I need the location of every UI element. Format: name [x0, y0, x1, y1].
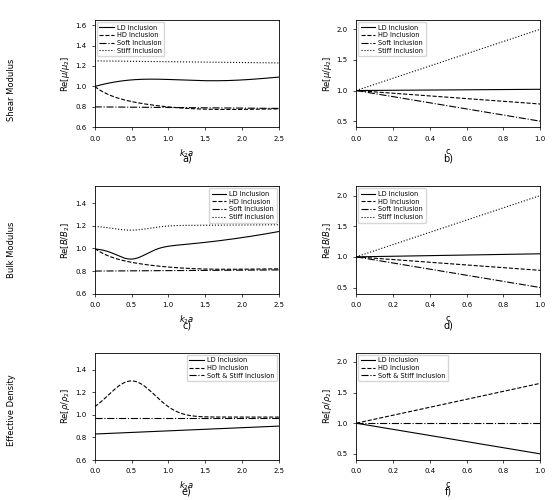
- X-axis label: c: c: [446, 147, 451, 156]
- X-axis label: $k_2 a$: $k_2 a$: [179, 147, 194, 160]
- Text: e): e): [182, 486, 192, 496]
- X-axis label: c: c: [446, 314, 451, 322]
- Text: Effective Density: Effective Density: [7, 374, 16, 446]
- Text: b): b): [443, 154, 453, 164]
- Text: Shear Modulus: Shear Modulus: [7, 59, 16, 121]
- Legend: LD Inclusion, HD Inclusion, Soft Inclusion, Stiff Inclusion: LD Inclusion, HD Inclusion, Soft Inclusi…: [358, 22, 426, 56]
- X-axis label: $k_2 a$: $k_2 a$: [179, 480, 194, 492]
- Y-axis label: Re[$\rho$/$\rho_2$]: Re[$\rho$/$\rho_2$]: [60, 388, 72, 424]
- Text: c): c): [182, 320, 191, 330]
- Y-axis label: Re[$B/B_2$]: Re[$B/B_2$]: [60, 222, 72, 258]
- X-axis label: $k_2 a$: $k_2 a$: [179, 314, 194, 326]
- Legend: LD Inclusion, HD Inclusion, Soft Inclusion, Stiff Inclusion: LD Inclusion, HD Inclusion, Soft Inclusi…: [209, 188, 277, 222]
- Legend: LD Inclusion, HD Inclusion, Soft Inclusion, Stiff Inclusion: LD Inclusion, HD Inclusion, Soft Inclusi…: [358, 188, 426, 222]
- Y-axis label: Re[$\mu$/$\mu_2$]: Re[$\mu$/$\mu_2$]: [321, 56, 334, 92]
- Y-axis label: Re[$\mu$/$\mu_2$]: Re[$\mu$/$\mu_2$]: [60, 56, 72, 92]
- Legend: LD Inclusion, HD Inclusion, Soft Inclusion, Stiff Inclusion: LD Inclusion, HD Inclusion, Soft Inclusi…: [97, 22, 164, 56]
- Text: f): f): [444, 486, 452, 496]
- X-axis label: c: c: [446, 480, 451, 489]
- Text: d): d): [443, 320, 453, 330]
- Y-axis label: Re[$\rho$/$\rho_2$]: Re[$\rho$/$\rho_2$]: [321, 388, 334, 424]
- Text: a): a): [182, 154, 192, 164]
- Y-axis label: Re[$B/B_2$]: Re[$B/B_2$]: [321, 222, 334, 258]
- Legend: LD Inclusion, HD Inclusion, Soft & Stiff Inclusion: LD Inclusion, HD Inclusion, Soft & Stiff…: [358, 354, 448, 382]
- Text: Bulk Modulus: Bulk Modulus: [7, 222, 16, 278]
- Legend: LD Inclusion, HD Inclusion, Soft & Stiff Inclusion: LD Inclusion, HD Inclusion, Soft & Stiff…: [187, 354, 277, 382]
